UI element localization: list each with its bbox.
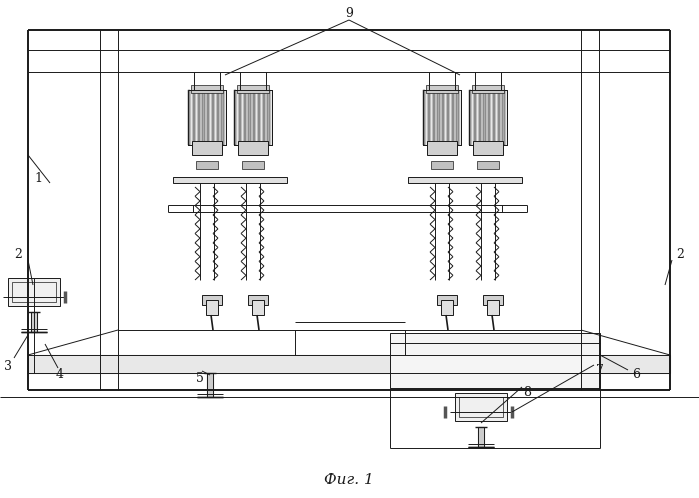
Bar bbox=[452, 90, 454, 145]
Bar bbox=[243, 90, 246, 145]
Text: 8: 8 bbox=[523, 386, 531, 399]
Bar bbox=[483, 90, 486, 145]
Bar bbox=[202, 90, 205, 145]
Bar bbox=[198, 90, 200, 145]
Bar bbox=[456, 90, 459, 145]
Bar bbox=[217, 90, 219, 145]
Bar bbox=[252, 300, 264, 315]
Text: 6: 6 bbox=[632, 369, 640, 381]
Bar bbox=[477, 161, 499, 169]
Bar bbox=[493, 90, 495, 145]
Bar bbox=[428, 90, 430, 145]
Bar bbox=[237, 85, 269, 93]
Bar bbox=[437, 295, 457, 305]
Bar bbox=[438, 90, 440, 145]
Polygon shape bbox=[207, 373, 213, 397]
Text: Фиг. 1: Фиг. 1 bbox=[324, 473, 374, 487]
Bar bbox=[469, 90, 471, 145]
Bar bbox=[12, 282, 56, 302]
Bar bbox=[483, 295, 503, 305]
Bar bbox=[206, 300, 218, 315]
Bar bbox=[242, 161, 264, 169]
Bar bbox=[238, 141, 268, 155]
Polygon shape bbox=[28, 355, 670, 373]
Bar bbox=[188, 90, 226, 145]
Bar bbox=[423, 90, 461, 145]
Bar bbox=[498, 90, 500, 145]
Text: 3: 3 bbox=[4, 360, 12, 373]
Bar bbox=[390, 333, 600, 388]
Bar bbox=[193, 90, 195, 145]
Bar bbox=[222, 90, 224, 145]
Bar bbox=[473, 141, 503, 155]
Bar bbox=[488, 90, 491, 145]
Bar bbox=[469, 90, 507, 145]
Bar bbox=[191, 85, 223, 93]
Text: 7: 7 bbox=[596, 364, 604, 376]
Bar bbox=[479, 90, 481, 145]
Polygon shape bbox=[31, 312, 37, 332]
Bar bbox=[426, 85, 458, 93]
Bar bbox=[431, 161, 453, 169]
Bar bbox=[441, 300, 453, 315]
Bar bbox=[207, 90, 210, 145]
Bar bbox=[427, 141, 457, 155]
Text: 1: 1 bbox=[34, 171, 42, 184]
Bar bbox=[459, 397, 503, 417]
Bar bbox=[469, 90, 507, 145]
Text: 4: 4 bbox=[56, 369, 64, 381]
Bar bbox=[234, 90, 272, 145]
Bar bbox=[408, 177, 522, 183]
Bar bbox=[423, 90, 426, 145]
Bar bbox=[442, 90, 445, 145]
Bar bbox=[234, 90, 236, 145]
Bar bbox=[234, 90, 272, 145]
Bar bbox=[433, 90, 435, 145]
Text: 2: 2 bbox=[676, 249, 684, 261]
Bar bbox=[423, 90, 461, 145]
Bar bbox=[239, 90, 241, 145]
Bar bbox=[474, 90, 476, 145]
Bar bbox=[248, 295, 268, 305]
Text: 2: 2 bbox=[14, 249, 22, 261]
Bar bbox=[212, 90, 214, 145]
Bar bbox=[202, 295, 222, 305]
Bar bbox=[472, 85, 504, 93]
Bar bbox=[455, 393, 507, 421]
Bar bbox=[503, 90, 505, 145]
Polygon shape bbox=[478, 427, 484, 447]
Bar bbox=[196, 161, 218, 169]
Bar bbox=[8, 278, 60, 306]
Bar bbox=[487, 300, 499, 315]
Bar bbox=[263, 90, 265, 145]
Bar bbox=[447, 90, 449, 145]
Bar bbox=[192, 141, 222, 155]
Bar bbox=[188, 90, 226, 145]
Text: 9: 9 bbox=[345, 6, 353, 19]
Bar bbox=[253, 90, 255, 145]
Bar bbox=[248, 90, 251, 145]
Bar bbox=[267, 90, 270, 145]
Bar bbox=[173, 177, 287, 183]
Text: 5: 5 bbox=[196, 372, 204, 384]
Bar bbox=[258, 90, 260, 145]
Bar bbox=[188, 90, 190, 145]
